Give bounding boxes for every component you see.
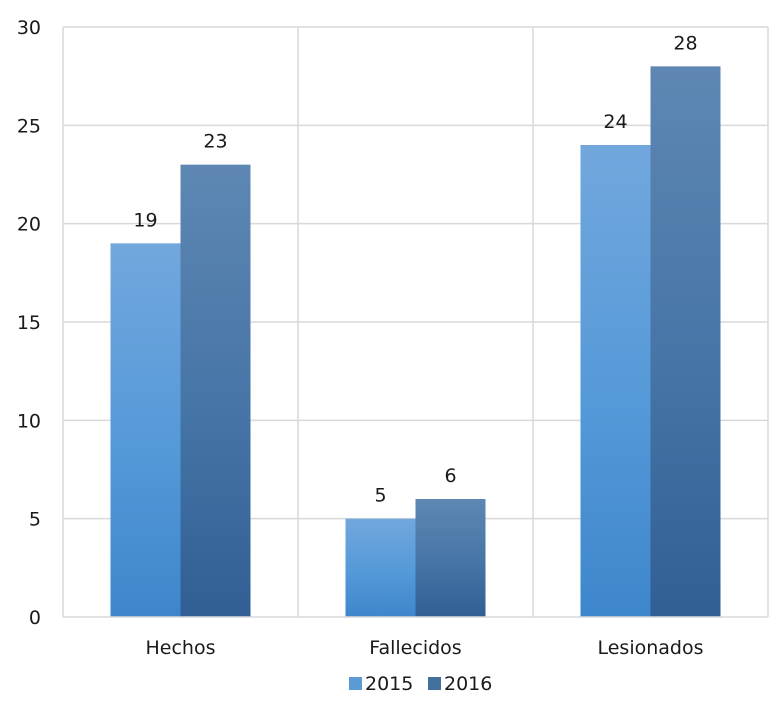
bar-2015-lesionados	[580, 145, 651, 617]
data-label-2015-fallecidos: 5	[374, 485, 386, 507]
y-tick-label: 5	[29, 509, 41, 531]
bar-2016-hechos	[180, 164, 251, 617]
data-labels: 19 23 5 6 24 28	[133, 32, 697, 506]
x-category-label: Fallecidos	[369, 637, 461, 659]
x-category-label: Hechos	[146, 637, 216, 659]
bar-2016-fallecidos	[415, 499, 486, 617]
x-category-label: Lesionados	[597, 637, 703, 659]
legend-swatch-2016	[428, 677, 441, 690]
data-label-2016-hechos: 23	[203, 131, 227, 153]
y-tick-label: 10	[17, 410, 41, 432]
data-label-2015-hechos: 19	[133, 209, 157, 231]
y-tick-label: 20	[17, 214, 41, 236]
legend-label-2015: 2015	[365, 673, 413, 695]
data-label-2016-fallecidos: 6	[444, 465, 456, 487]
bar-2015-fallecidos	[345, 518, 416, 617]
legend-swatch-2015	[349, 677, 362, 690]
bar-2015-hechos	[110, 243, 181, 618]
data-label-2015-lesionados: 24	[603, 111, 627, 133]
legend: 2015 2016	[349, 673, 492, 695]
y-tick-label: 15	[17, 312, 41, 334]
bar-2016-lesionados	[650, 66, 721, 618]
bars	[110, 66, 721, 618]
y-tick-label: 30	[17, 17, 41, 39]
data-label-2016-lesionados: 28	[673, 32, 697, 54]
axes: 0 5 10 15 20 25 30 Hechos Fallecidos Lesionados	[17, 17, 768, 659]
y-tick-label: 0	[29, 607, 41, 629]
legend-label-2016: 2016	[444, 673, 492, 695]
y-tick-label: 25	[17, 115, 41, 137]
